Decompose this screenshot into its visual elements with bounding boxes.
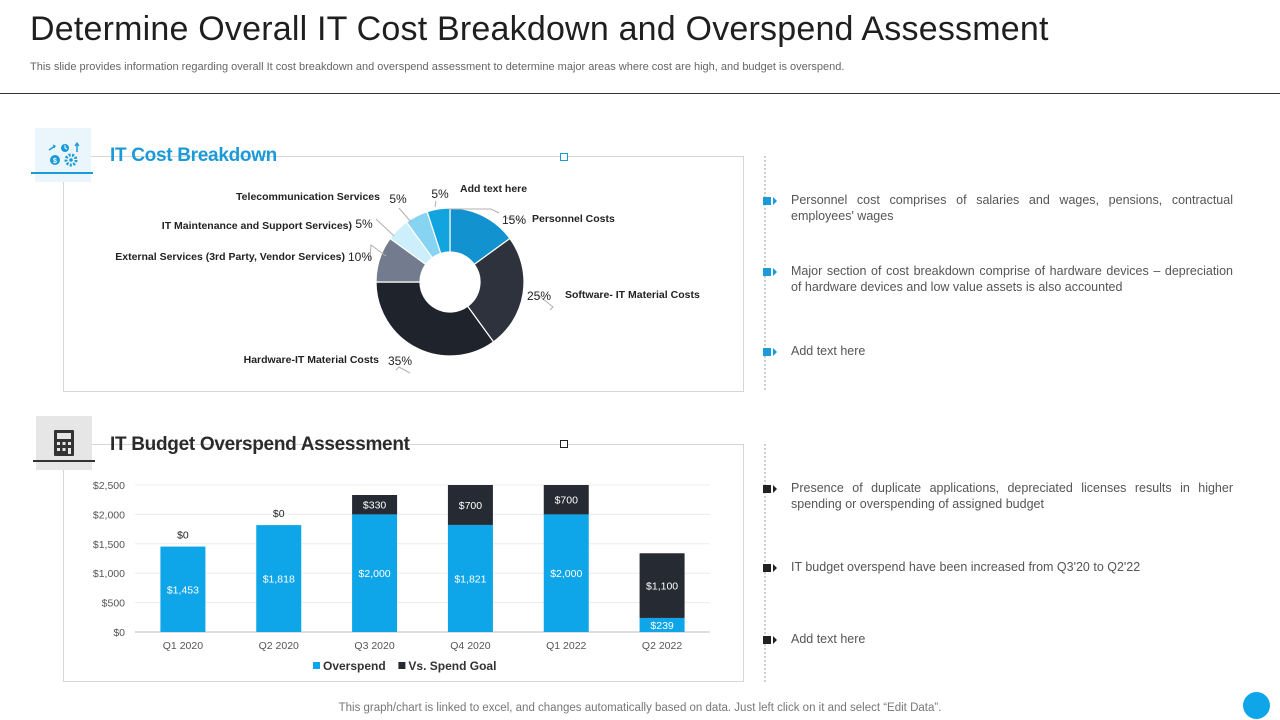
cost-breakdown-donut-chart[interactable]: 15% Personnel Costs 25% Software- IT Materi… (63, 156, 744, 392)
donut-category-label: Personnel Costs (532, 213, 615, 225)
bar-spend-goal-label: $330 (363, 500, 387, 512)
cost-note-3-text: Add text here (791, 344, 866, 358)
donut-percent-label: 10% (348, 250, 372, 264)
cost-note-2-text: Major section of cost breakdown comprise… (791, 264, 1233, 294)
donut-percent-label: 5% (431, 187, 449, 201)
legend-swatch (313, 662, 320, 669)
budget-icon-underline (33, 460, 95, 462)
dark-arrow-bullet-icon (763, 564, 777, 572)
y-tick-label: $1,000 (93, 568, 125, 580)
budget-note-3: Add text here (763, 631, 1233, 647)
blue-arrow-bullet-icon (763, 197, 777, 205)
donut-category-label: Add text here (460, 183, 527, 195)
dark-arrow-bullet-icon (763, 485, 777, 493)
budget-note-1-text: Presence of duplicate applications, depr… (791, 481, 1233, 511)
bar-spend-goal[interactable] (639, 553, 685, 618)
budget-overspend-bar-chart[interactable]: $1,453 $0 $1,818 $0 $2,000 $330 $1,821 $700 $2,0… (63, 444, 744, 682)
donut-percent-label: 25% (527, 289, 551, 303)
donut-percent-label: 5% (389, 192, 407, 206)
x-tick-label: Q3 2020 (354, 640, 394, 652)
y-tick-label: $2,000 (93, 509, 125, 521)
y-tick-label: $1,500 (93, 539, 125, 551)
bar-overspend-label: $2,000 (359, 568, 391, 580)
donut-slice[interactable] (466, 237, 525, 343)
x-tick-label: Q2 2020 (259, 640, 299, 652)
x-tick-label: Q2 2022 (642, 640, 682, 652)
bar-overspend-label: $1,818 (263, 574, 295, 586)
page-subtitle: This slide provides information regardin… (30, 61, 845, 73)
bar-overspend-label: $239 (650, 620, 674, 632)
donut-category-label: External Services (3rd Party, Vendor Ser… (115, 251, 345, 263)
cost-section-title: IT Cost Breakdown (110, 145, 277, 166)
y-tick-label: $500 (102, 598, 126, 610)
blue-arrow-bullet-icon (763, 348, 777, 356)
donut-category-label: Software- IT Material Costs (565, 289, 700, 301)
budget-panel-handle[interactable] (560, 440, 568, 448)
legend-swatch (398, 662, 406, 669)
bar-spend-goal-label: $0 (177, 530, 189, 542)
donut-percent-label: 5% (355, 217, 373, 231)
bar-spend-goal[interactable] (543, 485, 589, 515)
bar-overspend[interactable] (447, 524, 493, 632)
budget-notes-divider (764, 444, 766, 682)
bar-spend-goal[interactable] (352, 494, 398, 515)
page-title: Determine Overall IT Cost Breakdown and … (30, 10, 1049, 48)
footer-note: This graph/chart is linked to excel, and… (338, 702, 942, 714)
x-tick-label: Q4 2020 (450, 640, 490, 652)
cost-note-1-text: Personnel cost comprises of salaries and… (791, 193, 1233, 223)
y-tick-label: $2,500 (93, 480, 125, 492)
legend-label: Vs. Spend Goal (408, 659, 496, 673)
bar-overspend[interactable] (639, 617, 685, 632)
bar-overspend[interactable] (160, 546, 206, 632)
header-divider (0, 93, 1280, 94)
donut-slice[interactable] (426, 207, 451, 255)
legend-label: Overspend (323, 659, 386, 673)
cost-note-3: Add text here (763, 343, 1233, 359)
blue-arrow-bullet-icon (763, 268, 777, 276)
donut-category-label: Telecommunication Services (236, 191, 380, 203)
bar-spend-goal-label: $0 (273, 508, 285, 520)
corner-dot (1243, 692, 1270, 719)
cost-icon-underline (31, 172, 93, 174)
x-tick-label: Q1 2022 (546, 640, 586, 652)
budget-note-1: Presence of duplicate applications, depr… (763, 480, 1233, 512)
bar-overspend[interactable] (543, 514, 589, 632)
dark-arrow-bullet-icon (763, 636, 777, 644)
bar-spend-goal[interactable] (447, 485, 493, 525)
donut-percent-label: 15% (502, 213, 526, 227)
x-tick-label: Q1 2020 (163, 640, 203, 652)
svg-text:$: $ (53, 158, 57, 165)
budget-section-title: IT Budget Overspend Assessment (110, 434, 410, 455)
budget-note-2: IT budget overspend have been increased … (763, 559, 1233, 575)
donut-category-label: Hardware-IT Material Costs (244, 354, 380, 366)
cost-note-1: Personnel cost comprises of salaries and… (763, 192, 1233, 224)
y-tick-label: $0 (113, 627, 125, 639)
bar-overspend[interactable] (352, 514, 398, 632)
bar-spend-goal-label: $700 (459, 500, 483, 512)
budget-note-2-text: IT budget overspend have been increased … (791, 560, 1141, 574)
bar-overspend-label: $2,000 (550, 568, 582, 580)
donut-slice[interactable] (375, 281, 495, 357)
bar-spend-goal-label: $700 (555, 495, 579, 507)
cost-note-2: Major section of cost breakdown comprise… (763, 263, 1233, 295)
calculator-icon (54, 430, 74, 456)
bar-overspend-label: $1,821 (454, 573, 486, 585)
it-cost-gears-icon: $ (48, 141, 80, 167)
donut-category-label: IT Maintenance and Support Services) (162, 220, 352, 232)
donut-percent-label: 35% (388, 354, 412, 368)
bar-overspend-label: $1,453 (167, 584, 199, 596)
bar-spend-goal-label: $1,100 (646, 581, 678, 593)
bar-overspend[interactable] (256, 525, 302, 632)
budget-note-3-text: Add text here (791, 632, 866, 646)
cost-panel-handle[interactable] (560, 153, 568, 161)
